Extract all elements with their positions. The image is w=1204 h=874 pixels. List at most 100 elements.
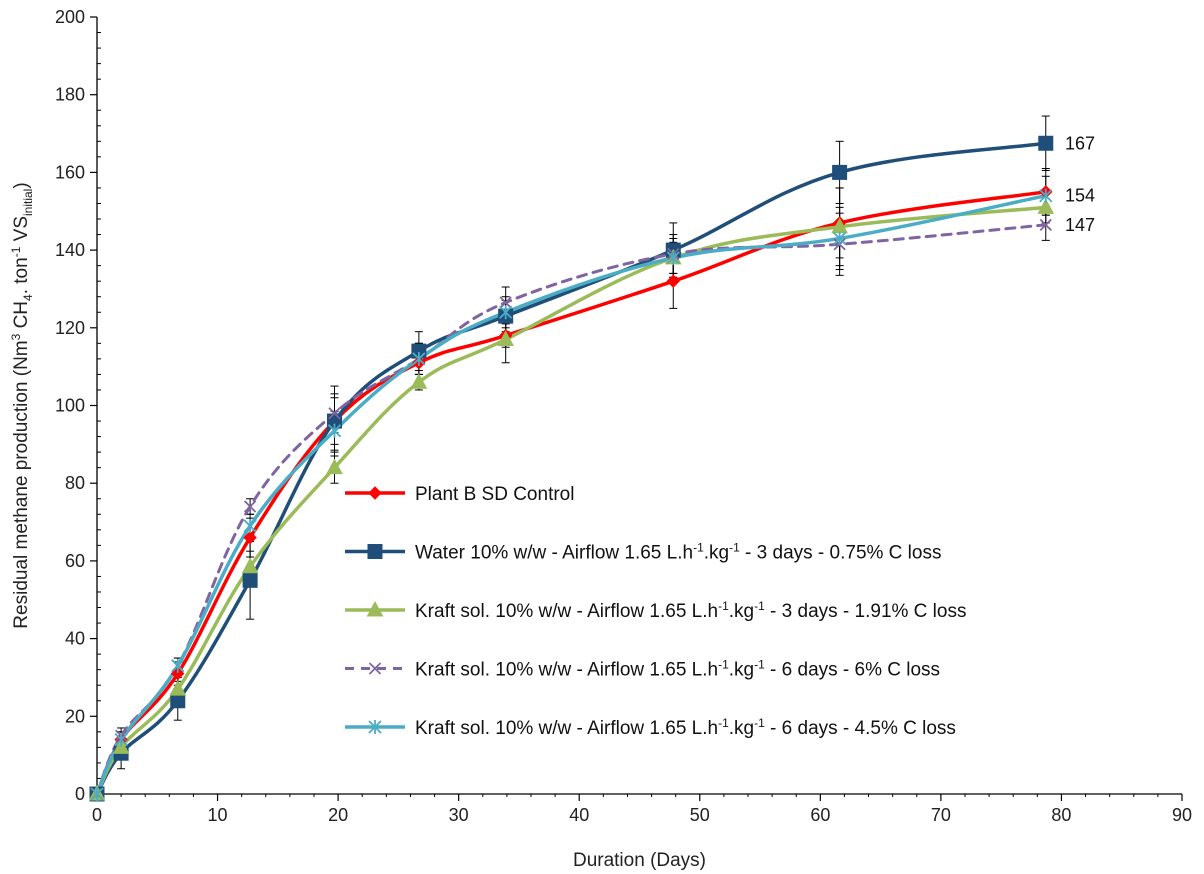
data-point-series-4-stroke xyxy=(328,407,341,420)
data-point-series-2 xyxy=(832,164,848,180)
data-point-series-2 xyxy=(1038,135,1054,151)
series-line-4 xyxy=(95,223,1048,796)
legend-label-part: .kg xyxy=(729,718,754,739)
y-tick-label: 160 xyxy=(55,162,85,182)
legend-item-5: Kraft sol. 10% w/w - Airflow 1.65 L.h -1.… xyxy=(345,716,956,739)
legend-label-part: - 6 days - 6% C loss xyxy=(765,660,940,681)
y-tick-label: 180 xyxy=(55,85,85,105)
legend-label-part: - 6 days - 4.5% C loss xyxy=(765,718,956,739)
data-point-series-4 xyxy=(328,407,341,420)
y-tick-label: 100 xyxy=(55,396,85,416)
x-tick-label: 40 xyxy=(569,805,589,825)
data-point-series-3 xyxy=(326,458,343,475)
legend-label-part: -1 xyxy=(754,599,765,613)
y-axis-title-part: ) xyxy=(11,182,32,188)
series-line-2 xyxy=(95,141,1048,796)
x-tick-label: 20 xyxy=(328,805,348,825)
y-tick-label: 40 xyxy=(65,629,85,649)
end-value-label: 167 xyxy=(1065,133,1095,153)
legend-label-part: -1 xyxy=(729,541,740,555)
data-point-series-5 xyxy=(243,518,257,533)
axis-titles: Duration (Days) Residual methane producti… xyxy=(9,182,706,871)
data-point-series-1 xyxy=(243,530,257,545)
series-lines xyxy=(95,141,1048,796)
legend-label-part: - 3 days - 1.91% C loss xyxy=(765,601,967,622)
legend-swatch-marker xyxy=(366,600,384,617)
data-point-series-5 xyxy=(666,250,680,265)
legend-label: Plant B SD Control xyxy=(415,484,574,505)
data-point-series-1 xyxy=(171,666,185,681)
data-point-series-5 xyxy=(499,305,513,320)
legend-item-4: Kraft sol. 10% w/w - Airflow 1.65 L.h -1.… xyxy=(345,658,940,681)
y-tick-label: 20 xyxy=(65,706,85,726)
data-point-series-3 xyxy=(241,557,259,574)
legend-label-part: .kg xyxy=(704,543,729,564)
data-point-series-4-stroke xyxy=(1039,218,1052,231)
y-tick-label: 80 xyxy=(65,473,85,493)
x-tick-label: 30 xyxy=(449,805,469,825)
y-axis-title: Residual methane production (Nm3 CH4. to… xyxy=(9,182,35,628)
legend-label-part: -1 xyxy=(718,599,729,613)
x-axis-title: Duration (Days) xyxy=(573,850,706,871)
data-point-series-3 xyxy=(410,373,428,389)
legend-swatch-marker xyxy=(368,486,382,500)
legend-swatch-marker xyxy=(368,662,382,675)
y-tick-label: 60 xyxy=(65,551,85,571)
legend-item-3: Kraft sol. 10% w/w - Airflow 1.65 L.h-1.… xyxy=(345,599,966,622)
y-axis-title-part: initial xyxy=(21,189,35,216)
end-value-label: 154 xyxy=(1065,186,1095,206)
data-point-series-2 xyxy=(242,572,258,588)
data-point-series-5 xyxy=(832,231,847,246)
y-axis-title-part: 3 xyxy=(9,333,23,340)
data-point-series-5 xyxy=(90,787,104,801)
data-point-series-4-stroke xyxy=(243,500,257,513)
data-point-series-5 xyxy=(1039,188,1053,203)
legend-label-part: Plant B SD Control xyxy=(415,484,574,505)
legend-label-part: .kg xyxy=(729,601,754,622)
data-point-series-5 xyxy=(412,351,426,366)
data-point-series-4-stroke xyxy=(499,296,512,309)
y-tick-label: 120 xyxy=(55,318,85,338)
data-point-series-1 xyxy=(666,274,680,288)
y-tick-label: 0 xyxy=(75,784,85,804)
y-axis-title-part: 4 xyxy=(21,294,35,301)
data-point-series-3 xyxy=(1037,198,1055,214)
end-value-label: 147 xyxy=(1065,215,1095,235)
series-markers xyxy=(88,135,1055,802)
legend-swatch-marker-stroke xyxy=(368,662,382,675)
y-axis-title-part: CH xyxy=(11,301,32,334)
y-tick-label: 200 xyxy=(55,7,85,27)
legend-label-part: Water 10% w/w - Airflow 1.65 L.h xyxy=(415,543,693,564)
end-labels: 167 154 147 xyxy=(1065,133,1095,235)
legend-label-part: -1 xyxy=(754,716,765,730)
data-point-series-4 xyxy=(243,500,257,513)
legend-label-part: .kg xyxy=(729,660,754,681)
y-axis-title-part: VS xyxy=(11,216,32,247)
x-tick-label: 70 xyxy=(931,805,951,825)
axes: 0 10 20 30 40 50 60 70 80 90 0 20 40 60 80 100 120 140 160… xyxy=(55,7,1192,825)
x-tick-label: 0 xyxy=(92,805,102,825)
legend-swatch-marker xyxy=(368,720,382,734)
legend-label-part: Kraft sol. 10% w/w - Airflow 1.65 L.h xyxy=(415,718,718,739)
data-point-series-5 xyxy=(171,658,185,673)
data-point-series-4 xyxy=(1039,218,1052,231)
legend-label-part: Kraft sol. 10% w/w - Airflow 1.65 L.h xyxy=(415,601,718,622)
x-tick-label: 60 xyxy=(810,805,830,825)
legend-item-1: Plant B SD Control xyxy=(345,484,574,505)
legend-label: Water 10% w/w - Airflow 1.65 L.h-1.kg-1 … xyxy=(415,541,941,564)
legend-label-part: Kraft sol. 10% w/w - Airflow 1.65 L.h xyxy=(415,660,718,681)
legend: Plant B SD Control Water 10% w/w - Airflo… xyxy=(345,484,966,739)
legend-label-part: -1 xyxy=(693,541,704,555)
y-tick-label: 140 xyxy=(55,240,85,260)
x-tick-label: 10 xyxy=(208,805,228,825)
legend-label-part: -1 xyxy=(754,658,765,672)
x-tick-label: 50 xyxy=(690,805,710,825)
data-point-series-3 xyxy=(497,330,515,346)
data-point-series-4 xyxy=(499,296,512,309)
data-point-series-5 xyxy=(114,732,128,747)
legend-item-2: Water 10% w/w - Airflow 1.65 L.h-1.kg-1 … xyxy=(345,541,941,564)
legend-swatch-marker xyxy=(367,544,383,559)
data-point-series-2 xyxy=(170,693,186,709)
